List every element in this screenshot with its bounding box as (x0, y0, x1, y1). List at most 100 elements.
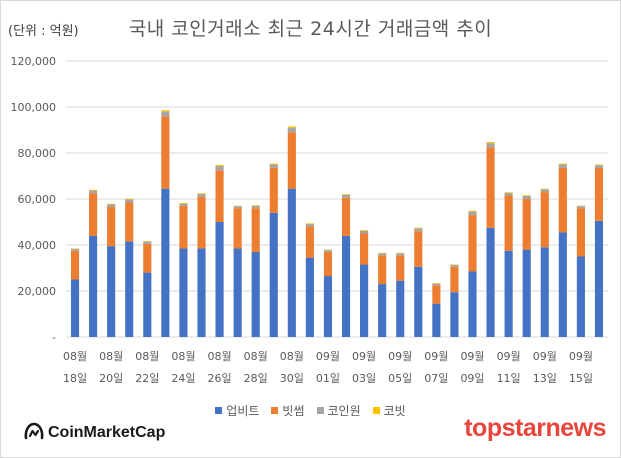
bar-segment (89, 189, 98, 191)
x-tick-label-day: 13일 (533, 371, 557, 385)
topstarnews-logo: topstarnews (464, 414, 606, 442)
bar-segment (251, 208, 260, 252)
legend-swatch (316, 407, 324, 414)
bar-segment (107, 246, 116, 337)
bar-segment (432, 303, 441, 337)
x-tick-label-day: 09일 (460, 371, 484, 385)
bar-segment (341, 235, 351, 337)
bar-segment (89, 235, 98, 337)
bar-segment (414, 231, 423, 267)
bar-segment (468, 215, 477, 272)
x-tick-label-month: 08월 (244, 350, 268, 363)
bar-segment (125, 202, 134, 242)
legend-label: 코인원 (327, 404, 361, 418)
bar-segment (414, 227, 423, 229)
bar-segment (360, 233, 369, 265)
bar-segment (432, 285, 441, 304)
x-tick-label-day: 22일 (135, 371, 159, 385)
bar-segment (594, 164, 604, 166)
x-tick-label-month: 08월 (171, 350, 195, 363)
coinmarketcap-wordmark: CoinMarketCap (48, 424, 166, 442)
bar-segment (522, 249, 531, 337)
bar-segment (287, 127, 296, 133)
bar-segment (287, 126, 296, 128)
bar-segment (522, 199, 531, 250)
bar-segment (396, 280, 405, 337)
bar-segment (251, 205, 260, 209)
bar-segment (215, 170, 224, 222)
bar-segment (287, 188, 296, 337)
x-tick-label-day: 24일 (171, 371, 195, 385)
chart-title: 국내 코인거래소 최근 24시간 거래금액 추이 (128, 18, 493, 40)
bar-segment (558, 167, 567, 233)
legend-swatch (372, 407, 380, 414)
legend-label: 빗썸 (282, 404, 305, 418)
bar-segment (540, 188, 549, 190)
bar-segment (594, 165, 604, 168)
bar-segment (341, 197, 351, 236)
bar-segment (269, 163, 278, 165)
bar-segment (251, 251, 260, 337)
x-tick-label-month: 08월 (99, 350, 123, 363)
bar-segment (125, 241, 134, 337)
x-tick-label-month: 09월 (424, 350, 448, 363)
bar-segment (197, 196, 206, 249)
bar-segment (125, 198, 134, 200)
legend-item: 코인원 (316, 402, 361, 419)
bar-segment (558, 163, 567, 165)
bar-segment (179, 248, 188, 337)
bar-segment (215, 166, 224, 171)
x-tick-label-day: 05일 (388, 371, 412, 385)
x-tick-label-day: 30일 (280, 371, 304, 385)
legend-item: 코빗 (372, 402, 406, 419)
coinmarketcap-logo: CoinMarketCap (24, 422, 166, 442)
legend-label: 업비트 (226, 404, 260, 418)
bar-segment (107, 203, 116, 205)
bar-segment (70, 250, 80, 280)
y-tick-label: 20,000 (18, 285, 57, 298)
bar-segment (378, 253, 387, 256)
x-tick-label-month: 09월 (497, 350, 521, 363)
bar-segment (179, 205, 188, 249)
bar-segment (414, 266, 423, 337)
bar-segment (70, 248, 80, 251)
bar-segment (269, 212, 278, 337)
bar-segment (468, 211, 477, 216)
x-tick-label-day: 03일 (352, 371, 376, 385)
x-tick-label-day: 20일 (99, 371, 123, 385)
bar-segment (396, 253, 405, 256)
x-tick-label-month: 09월 (460, 350, 484, 363)
bar-segment (305, 226, 314, 258)
bar-segment (558, 164, 567, 168)
bar-segment (486, 147, 495, 228)
bar-segment (143, 272, 152, 337)
bar-segment (450, 266, 459, 293)
x-tick-label-month: 08월 (63, 350, 87, 363)
bar-segment (576, 206, 585, 209)
bar-segment (558, 232, 567, 337)
bar-segment (215, 222, 224, 337)
bar-segment (378, 284, 387, 337)
bar-segment (323, 251, 333, 277)
x-tick-label-month: 08월 (280, 350, 304, 363)
x-tick-label-month: 09월 (316, 350, 340, 363)
bar-segment (594, 167, 604, 221)
bar-segment (107, 207, 116, 247)
bar-segment (143, 241, 152, 244)
bar-segment (522, 195, 531, 197)
bar-segment (287, 132, 296, 189)
bar-segment (486, 141, 495, 144)
x-tick-label-day: 15일 (569, 371, 593, 385)
bar-segment (504, 195, 513, 251)
bar-segment (161, 110, 170, 112)
bar-segment (323, 250, 333, 252)
x-tick-label-month: 09월 (569, 350, 593, 363)
bar-segment (522, 196, 531, 199)
bar-segment (143, 243, 152, 273)
bar-segment (233, 208, 242, 249)
y-tick-label: 40,000 (18, 239, 57, 252)
legend-label: 코빗 (383, 404, 406, 418)
bar-segment (125, 199, 134, 203)
bar-segment (341, 194, 351, 198)
